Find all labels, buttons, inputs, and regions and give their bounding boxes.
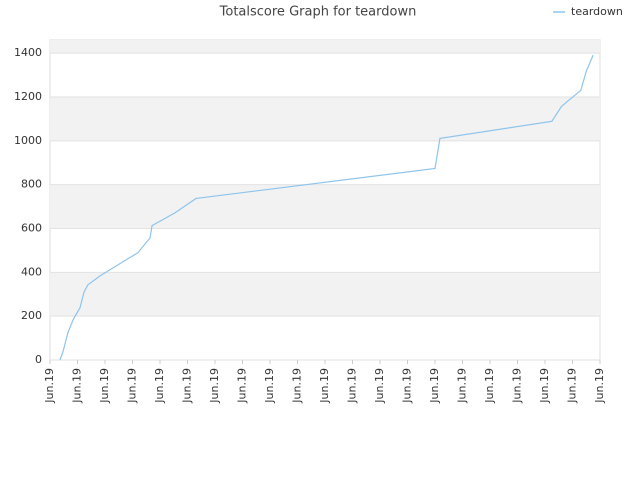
x-tick-label: Jun.19	[346, 368, 359, 404]
x-tick-label: Jun.19	[263, 368, 276, 404]
band	[50, 40, 600, 54]
x-tick-label: Jun.19	[373, 368, 386, 404]
x-tick-label: Jun.19	[71, 368, 84, 404]
y-tick-label: 400	[21, 265, 42, 278]
x-tick-label: Jun.19	[538, 368, 551, 404]
y-tick-label: 800	[21, 178, 42, 191]
series-line	[59, 54, 594, 361]
band	[50, 184, 600, 229]
x-tick-label: Jun.19	[126, 368, 139, 404]
x-tick-label: Jun.19	[236, 368, 249, 404]
x-tick-label: Jun.19	[181, 368, 194, 404]
x-tick-label: Jun.19	[318, 368, 331, 404]
x-tick-label: Jun.19	[593, 368, 606, 404]
x-tick-label: Jun.19	[511, 368, 524, 404]
y-tick-label: 1000	[14, 134, 42, 147]
y-tick-label: 1400	[14, 46, 42, 59]
y-tick-label: 600	[21, 221, 42, 234]
band	[50, 272, 600, 317]
y-tick-label: 1200	[14, 90, 42, 103]
y-tick-label: 200	[21, 309, 42, 322]
x-tick-label: Jun.19	[98, 368, 111, 404]
x-tick-label: Jun.19	[566, 368, 579, 404]
x-tick-label: Jun.19	[208, 368, 221, 404]
band	[50, 96, 600, 141]
x-tick-label: Jun.19	[456, 368, 469, 404]
x-tick-label: Jun.19	[483, 368, 496, 404]
x-tick-label: Jun.19	[401, 368, 414, 404]
x-tick-label: Jun.19	[428, 368, 441, 404]
x-tick-label: Jun.19	[153, 368, 166, 404]
legend-label: teardown	[571, 5, 623, 18]
x-tick-label: Jun.19	[43, 368, 56, 404]
chart-title: Totalscore Graph for teardown	[219, 5, 417, 20]
x-tick-label: Jun.19	[291, 368, 304, 404]
y-tick-label: 0	[35, 353, 42, 366]
